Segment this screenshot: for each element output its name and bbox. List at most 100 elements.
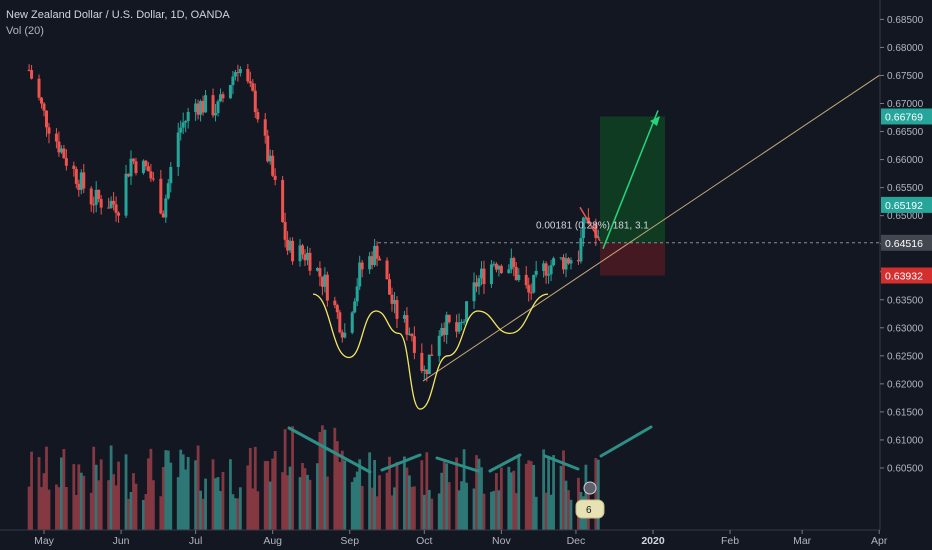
volume-bar — [472, 488, 476, 530]
candle-body — [161, 213, 165, 218]
projection-arrowhead — [650, 116, 660, 126]
volume-bar — [216, 477, 220, 530]
volume-bar — [596, 459, 600, 530]
volume-bar — [271, 458, 275, 530]
candle-body — [581, 217, 585, 239]
candle-body — [353, 301, 357, 313]
candle-body — [151, 178, 155, 180]
candle-body — [566, 258, 570, 264]
candle-body — [44, 110, 48, 128]
volume-bar — [92, 446, 96, 530]
volume-bar — [194, 460, 198, 530]
time-tick-label: Mar — [793, 535, 812, 547]
volume-badge-label: 6 — [586, 505, 592, 516]
volume-bar — [221, 471, 225, 530]
price-tick-label: 0.63000 — [887, 323, 924, 334]
candle-body — [395, 299, 399, 319]
volume-bar — [204, 478, 207, 530]
candle-body — [368, 256, 372, 270]
candle-body — [114, 204, 118, 213]
candle-body — [547, 274, 551, 276]
time-tick-label: Aug — [263, 535, 282, 547]
candle-body — [497, 265, 501, 270]
candle-body — [315, 268, 319, 271]
price-tick-label: 0.65500 — [887, 183, 924, 194]
volume-bar — [57, 487, 61, 530]
ascending-trendline — [422, 74, 881, 382]
candle-body — [89, 188, 93, 205]
candle-body — [549, 265, 553, 275]
candle-body — [263, 119, 267, 136]
volume-bar — [234, 498, 237, 530]
volume-bar — [393, 487, 396, 530]
candle-body — [109, 200, 113, 208]
candle-body — [199, 101, 203, 115]
volume-bar — [549, 494, 553, 530]
candle-body — [420, 352, 424, 371]
take-profit-zone — [600, 116, 665, 243]
volume-bar — [298, 477, 302, 530]
volume-bar — [144, 494, 148, 530]
volume-bar — [378, 475, 381, 530]
candle-body — [318, 268, 322, 277]
volume-bar — [532, 464, 536, 530]
candle-body — [74, 168, 78, 184]
volume-bar — [99, 459, 103, 530]
volume-bar — [544, 492, 548, 530]
volume-bar — [427, 489, 431, 530]
candle-body — [127, 173, 131, 177]
volume-bar — [196, 445, 200, 530]
volume-bar — [412, 486, 416, 530]
volume-bar — [422, 494, 426, 530]
time-tick-label: May — [34, 535, 55, 547]
volume-bar — [333, 427, 337, 530]
volume-bar — [527, 460, 531, 530]
volume-trend-segment — [543, 454, 580, 471]
volume-bar — [514, 493, 518, 530]
candle-body — [425, 369, 429, 375]
volume-bar — [318, 431, 322, 530]
candle-body — [532, 274, 536, 293]
candle-body — [144, 160, 148, 167]
volume-bar — [437, 493, 441, 530]
candle-body — [437, 335, 441, 356]
candle-body — [194, 103, 198, 112]
candle-body — [27, 69, 31, 71]
volume-bar — [559, 465, 563, 530]
candle-body — [59, 148, 63, 153]
volume-bar — [564, 480, 568, 530]
candle-body — [79, 172, 83, 190]
candle-body — [422, 369, 426, 371]
candle-body — [579, 238, 583, 262]
volume-trend-segment — [488, 453, 522, 473]
candle-body — [559, 257, 563, 259]
volume-bar — [567, 490, 570, 530]
candle-body — [37, 78, 41, 98]
volume-bar — [447, 482, 451, 530]
candle-body — [72, 165, 76, 169]
candle-body — [204, 95, 208, 113]
volume-bar — [542, 449, 546, 530]
price-tick-label: 0.66500 — [887, 127, 924, 138]
price-badge-label-entry: 0.64516 — [885, 238, 923, 250]
candle-body — [216, 101, 220, 114]
volume-bar — [127, 498, 130, 530]
candle-body — [407, 333, 411, 335]
volume-bar — [114, 485, 118, 530]
volume-bar — [147, 458, 150, 530]
volume-bar — [512, 470, 516, 530]
volume-bar — [109, 445, 113, 530]
candle-body — [594, 222, 598, 238]
volume-bar — [273, 451, 277, 530]
volume-bar — [358, 459, 362, 530]
volume-trend-segment — [380, 453, 422, 472]
volume-bar — [231, 494, 235, 530]
candle-body — [442, 327, 446, 335]
candle-body — [477, 278, 481, 287]
volume-bar — [169, 462, 173, 530]
candle-body — [410, 333, 414, 337]
candle-body — [440, 327, 444, 336]
candle-body — [390, 294, 394, 304]
candle-body — [455, 322, 459, 332]
